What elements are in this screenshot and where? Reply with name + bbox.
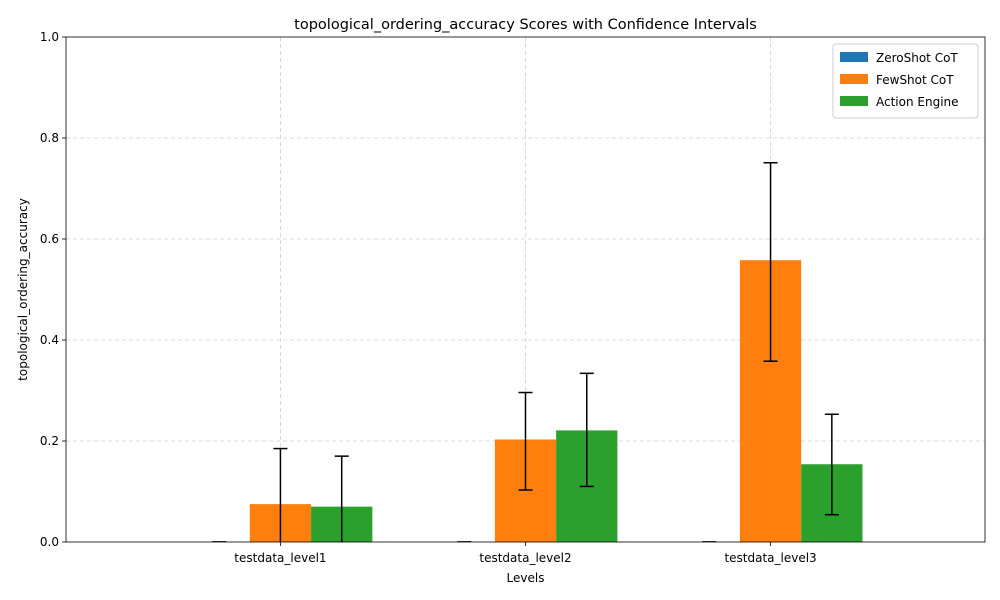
y-axis-label: topological_ordering_accuracy [16,198,30,381]
chart-title: topological_ordering_accuracy Scores wit… [294,17,757,33]
legend-swatch [840,52,868,62]
y-axis-ticks: 0.0 0.2 0.4 0.6 0.8 1.0 [40,30,66,549]
legend: ZeroShot CoT FewShot CoT Action Engine [832,43,979,119]
x-tick-label: testdata_level1 [234,551,326,565]
y-tick-label: 0.4 [40,333,59,347]
x-axis-label: Levels [507,571,545,585]
legend-label: Action Engine [876,95,959,109]
y-tick-label: 0.0 [40,535,59,549]
x-axis-ticks: testdata_level1 testdata_level2 testdata_l… [234,542,817,565]
legend-frame [832,43,979,119]
y-tick-label: 0.8 [40,131,59,145]
legend-swatch [840,74,868,84]
legend-label: ZeroShot CoT [876,51,958,65]
y-tick-label: 0.6 [40,232,59,246]
x-tick-label: testdata_level2 [479,551,571,565]
y-tick-label: 1.0 [40,30,59,44]
legend-swatch [840,96,868,106]
legend-label: FewShot CoT [876,73,954,87]
y-tick-label: 0.2 [40,434,59,448]
error-bars [212,161,839,542]
x-tick-label: testdata_level3 [724,551,816,565]
